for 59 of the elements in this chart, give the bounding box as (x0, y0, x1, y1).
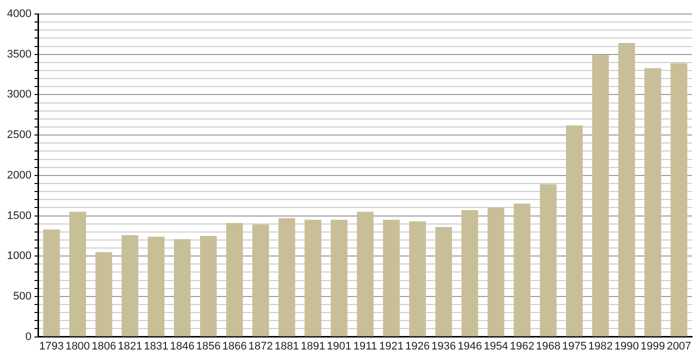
x-tick-label: 1872 (248, 340, 273, 352)
x-tick-label: 1800 (65, 340, 90, 352)
bar (43, 229, 60, 336)
y-tick-label: 3000 (6, 88, 32, 101)
bar (592, 55, 609, 336)
bar (122, 235, 138, 336)
x-tick-label: 1806 (92, 340, 116, 352)
bar (252, 224, 270, 336)
bar (383, 220, 400, 336)
bar (461, 210, 478, 336)
bar (488, 208, 504, 336)
bar (618, 43, 636, 336)
x-tick-label: 1936 (431, 340, 456, 352)
x-tick-label: 1999 (640, 340, 666, 352)
x-tick-label: 1821 (118, 340, 142, 352)
y-tick-label: 1500 (6, 210, 32, 222)
bar (226, 223, 243, 336)
x-tick-label: 1901 (326, 340, 352, 352)
y-tick-label: 2000 (6, 169, 32, 182)
y-tick-label: 1000 (6, 250, 32, 262)
x-tick-label: 1962 (510, 340, 534, 352)
bar (69, 212, 86, 336)
bar (148, 236, 164, 336)
x-tick-label: 1921 (379, 340, 404, 352)
x-tick-label: 2007 (666, 340, 692, 352)
bar (304, 220, 322, 336)
bar (278, 218, 296, 336)
y-tick-label: 2500 (6, 129, 32, 142)
x-tick-label: 1968 (536, 340, 560, 352)
x-tick-label: 1866 (222, 340, 247, 352)
y-tick-label: 3500 (6, 48, 32, 60)
x-tick-label: 1982 (588, 340, 613, 352)
bar (540, 184, 557, 336)
y-tick-label: 4000 (6, 8, 32, 20)
x-tick-label: 1881 (274, 340, 300, 352)
bar (409, 221, 426, 336)
bar (356, 212, 374, 336)
x-tick-label: 1891 (300, 340, 326, 352)
bar (330, 220, 348, 336)
x-tick-label: 1831 (144, 340, 168, 352)
y-tick-label: 500 (13, 290, 32, 302)
x-tick-label: 1990 (614, 340, 639, 352)
x-tick-label: 1926 (405, 340, 430, 352)
x-tick-label: 1846 (170, 340, 194, 352)
bar (514, 204, 530, 336)
bar (435, 227, 452, 336)
x-tick-label: 1975 (562, 340, 587, 352)
y-tick-label: 0 (25, 330, 32, 343)
bar (566, 125, 583, 336)
x-tick-label: 1946 (458, 340, 482, 352)
x-tick-label: 1856 (196, 340, 221, 352)
bar (670, 63, 688, 336)
x-tick-label: 1911 (353, 340, 378, 352)
x-tick-label: 1954 (484, 340, 508, 352)
bar (95, 252, 112, 336)
x-tick-label: 1793 (39, 340, 64, 352)
bar (644, 68, 662, 336)
bar (200, 236, 217, 336)
bar (174, 239, 191, 336)
